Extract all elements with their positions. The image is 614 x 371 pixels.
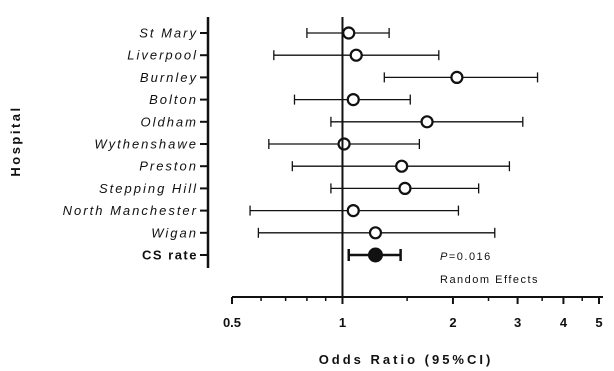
hospital-row: Stepping Hill bbox=[99, 181, 480, 196]
row-label: Preston bbox=[139, 159, 198, 174]
odds-ratio-point bbox=[368, 226, 383, 240]
odds-ratio-point bbox=[346, 204, 360, 218]
x-ticks: 0.5 1 2 3 4 5 bbox=[223, 297, 603, 330]
odds-ratio-point bbox=[398, 181, 412, 195]
p-value-annotation: P=0.016 bbox=[440, 251, 492, 263]
y-axis-label: Hospital bbox=[8, 105, 23, 176]
row-label: Burnley bbox=[140, 70, 198, 85]
p-prefix: P bbox=[440, 251, 449, 263]
hospital-row: Oldham bbox=[140, 114, 524, 129]
odds-ratio-point bbox=[349, 48, 363, 62]
x-tick-label: 2 bbox=[449, 315, 456, 330]
x-tick-label: 3 bbox=[514, 315, 521, 330]
summary-point bbox=[367, 247, 383, 263]
row-label: Oldham bbox=[140, 114, 198, 129]
odds-ratio-point bbox=[346, 92, 360, 107]
method-annotation: Random Effects bbox=[440, 274, 539, 286]
p-value: =0.016 bbox=[449, 251, 492, 263]
hospital-row: Wigan bbox=[151, 225, 496, 240]
hospital-row: St Mary bbox=[139, 26, 390, 41]
hospital-row: Wythenshawe bbox=[94, 137, 421, 152]
odds-ratio-point bbox=[420, 115, 434, 129]
x-tick-label: 1 bbox=[339, 315, 346, 330]
summary-row: CS rate bbox=[142, 247, 402, 263]
x-tick-label: 5 bbox=[595, 315, 602, 330]
row-label: North Manchester bbox=[63, 203, 198, 218]
odds-ratio-point bbox=[395, 159, 409, 173]
x-tick-label: 0.5 bbox=[223, 315, 241, 330]
hospital-row: Preston bbox=[139, 159, 511, 174]
hospital-row: Burnley bbox=[140, 70, 539, 85]
x-axis-label: Odds Ratio (95%CI) bbox=[319, 352, 494, 367]
hospital-row: Bolton bbox=[149, 92, 411, 107]
row-label: CS rate bbox=[142, 248, 198, 263]
odds-ratio-point bbox=[450, 70, 464, 85]
row-label: Bolton bbox=[149, 92, 198, 107]
hospital-row: Liverpool bbox=[127, 48, 440, 63]
rows-layer: St Mary Liverpool Burnley Bolton Oldham Wythe… bbox=[63, 26, 539, 263]
row-label: Stepping Hill bbox=[99, 181, 198, 196]
row-label: Liverpool bbox=[127, 48, 198, 63]
row-label: Wigan bbox=[151, 225, 198, 240]
row-label: Wythenshawe bbox=[94, 137, 198, 152]
hospital-row: North Manchester bbox=[63, 203, 460, 218]
row-label: St Mary bbox=[139, 26, 198, 41]
x-tick-label: 4 bbox=[560, 315, 568, 330]
odds-ratio-point bbox=[342, 26, 356, 40]
odds-ratio-point bbox=[337, 137, 351, 151]
